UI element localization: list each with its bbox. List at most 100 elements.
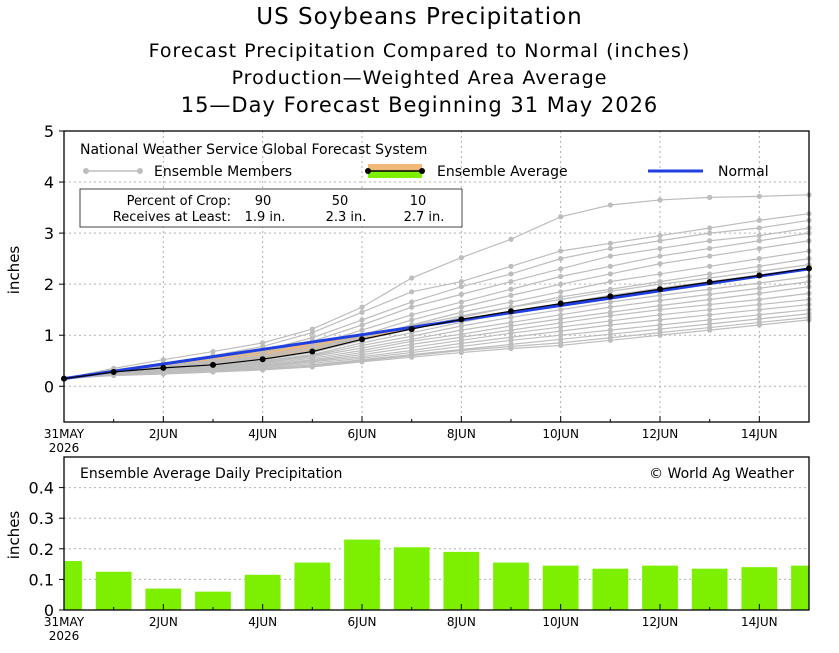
ensemble-member-point [508, 271, 514, 277]
ensemble-member-point [707, 253, 713, 259]
model-label: National Weather Service Global Forecast… [80, 142, 427, 158]
bottom-ylabel: inches [5, 511, 23, 560]
ensemble-member-point [756, 312, 762, 318]
ensemble-member-point [657, 271, 663, 277]
legend-members-dot-left [83, 168, 89, 174]
daily-bar [145, 588, 182, 610]
ensemble-member-point [707, 296, 713, 303]
ensemble-member-line [63, 268, 810, 380]
ensemble-member-point [210, 369, 216, 375]
bottom-y-axis: 0 0.1 0.2 0.3 0.4 [29, 479, 64, 620]
ensemble-member-point [558, 248, 564, 254]
legend-average-band-upper [368, 164, 422, 171]
top-xtick-label: 12JUN [642, 427, 679, 441]
daily-bar [791, 565, 809, 610]
legend-normal-label: Normal [718, 164, 769, 180]
ensemble-member-point [756, 307, 762, 313]
ensemble-member-point [607, 322, 613, 328]
daily-bar [95, 571, 132, 610]
ensemble-member-point [409, 304, 415, 310]
bottom-ytick-label: 0.1 [29, 570, 54, 589]
crop-row2-label: Receives at Least: [113, 210, 231, 225]
bottom-grid [64, 487, 809, 580]
average-point [309, 348, 316, 355]
legend-members-label: Ensemble Members [154, 164, 292, 180]
ensemble-member-point [458, 279, 464, 285]
top-xtick-label: 10JUN [542, 427, 579, 441]
ensemble-member-point [558, 307, 564, 313]
ensemble-member-point [607, 263, 613, 269]
ensemble-member-point [508, 314, 514, 320]
ensemble-member-point [657, 312, 663, 318]
ensemble-member-point [160, 357, 166, 363]
daily-bar [642, 565, 678, 610]
ensemble-member-point [657, 326, 663, 332]
chart-subtitle-1: Forecast Precipitation Compared to Norma… [148, 40, 691, 62]
top-ytick-label: 5 [44, 122, 54, 141]
top-xtick-label: 2JUN [149, 427, 178, 441]
ensemble-member-line [63, 232, 810, 380]
ensemble-member-point [558, 336, 564, 342]
ensemble-member-point [508, 323, 514, 329]
ensemble-member-point [707, 194, 713, 200]
top-xtick-label: 8JUN [447, 427, 476, 441]
ensemble-member-point [359, 309, 365, 315]
ensemble-member-point [359, 304, 365, 310]
ensemble-member-point [607, 202, 613, 208]
bottom-xtick-label: 6JUN [348, 615, 377, 629]
average-point [557, 300, 564, 307]
daily-bar [542, 565, 579, 610]
ensemble-member-point [508, 319, 514, 326]
ensemble-member-point [160, 371, 166, 377]
ensemble-member-point [707, 327, 713, 333]
average-point [408, 326, 415, 333]
ensemble-member-point [707, 225, 713, 231]
ensemble-member-point [558, 266, 564, 272]
average-point [657, 286, 663, 293]
bottom-ytick-label: 0.4 [29, 479, 54, 498]
ensemble-member-point [558, 256, 564, 262]
ensemble-member-line [63, 319, 810, 380]
ensemble-member-point [508, 279, 514, 285]
ensemble-member-point [558, 324, 564, 330]
bottom-xtick-label: 14JUN [741, 615, 778, 629]
ensemble-member-point [409, 275, 415, 281]
ensemble-member-point [558, 296, 564, 303]
bottom-ytick-label: 0.2 [29, 540, 54, 559]
bottom-xtick-label: 2JUN [149, 615, 178, 629]
ensemble-member-point [359, 359, 365, 365]
crop-box-frame [79, 188, 463, 228]
ensemble-member-point [607, 288, 613, 294]
ensemble-member-point [707, 307, 713, 313]
top-y-axis: 0 1 2 3 4 5 [44, 122, 64, 396]
ensemble-member-point [558, 214, 564, 220]
crop-row2-p10: 2.7 in. [404, 210, 445, 225]
ensemble-member-point [508, 299, 514, 305]
ensemble-member-point [756, 263, 762, 269]
daily-bar [691, 568, 728, 610]
ensemble-member-point [756, 193, 762, 199]
ensemble-member-point [756, 280, 762, 286]
ensemble-member-point [756, 322, 762, 328]
ensemble-member-point [707, 301, 713, 308]
chart-subtitle-2: Production—Weighted Area Average [231, 67, 608, 89]
ensemble-member-point [309, 330, 315, 336]
ensemble-member-point [657, 245, 663, 252]
ensemble-member-point [756, 316, 762, 322]
bottom-ytick-label: 0 [44, 601, 54, 620]
ensemble-member-point [657, 297, 663, 304]
bottom-xtick-sublabel: 2026 [49, 629, 80, 643]
ensemble-member-point [657, 292, 663, 298]
ensemble-member-point [707, 286, 713, 292]
average-point [706, 279, 713, 286]
average-series-line [63, 267, 810, 380]
ensemble-member-point [756, 290, 762, 296]
daily-bar [443, 551, 480, 610]
ensemble-member-point [409, 289, 415, 295]
average-point [259, 356, 266, 363]
top-ytick-label: 3 [44, 224, 54, 243]
top-ytick-label: 2 [44, 275, 54, 294]
crop-row1-p50: 50 [332, 194, 349, 209]
ensemble-member-point [607, 299, 613, 305]
ensemble-member-point [558, 281, 564, 287]
